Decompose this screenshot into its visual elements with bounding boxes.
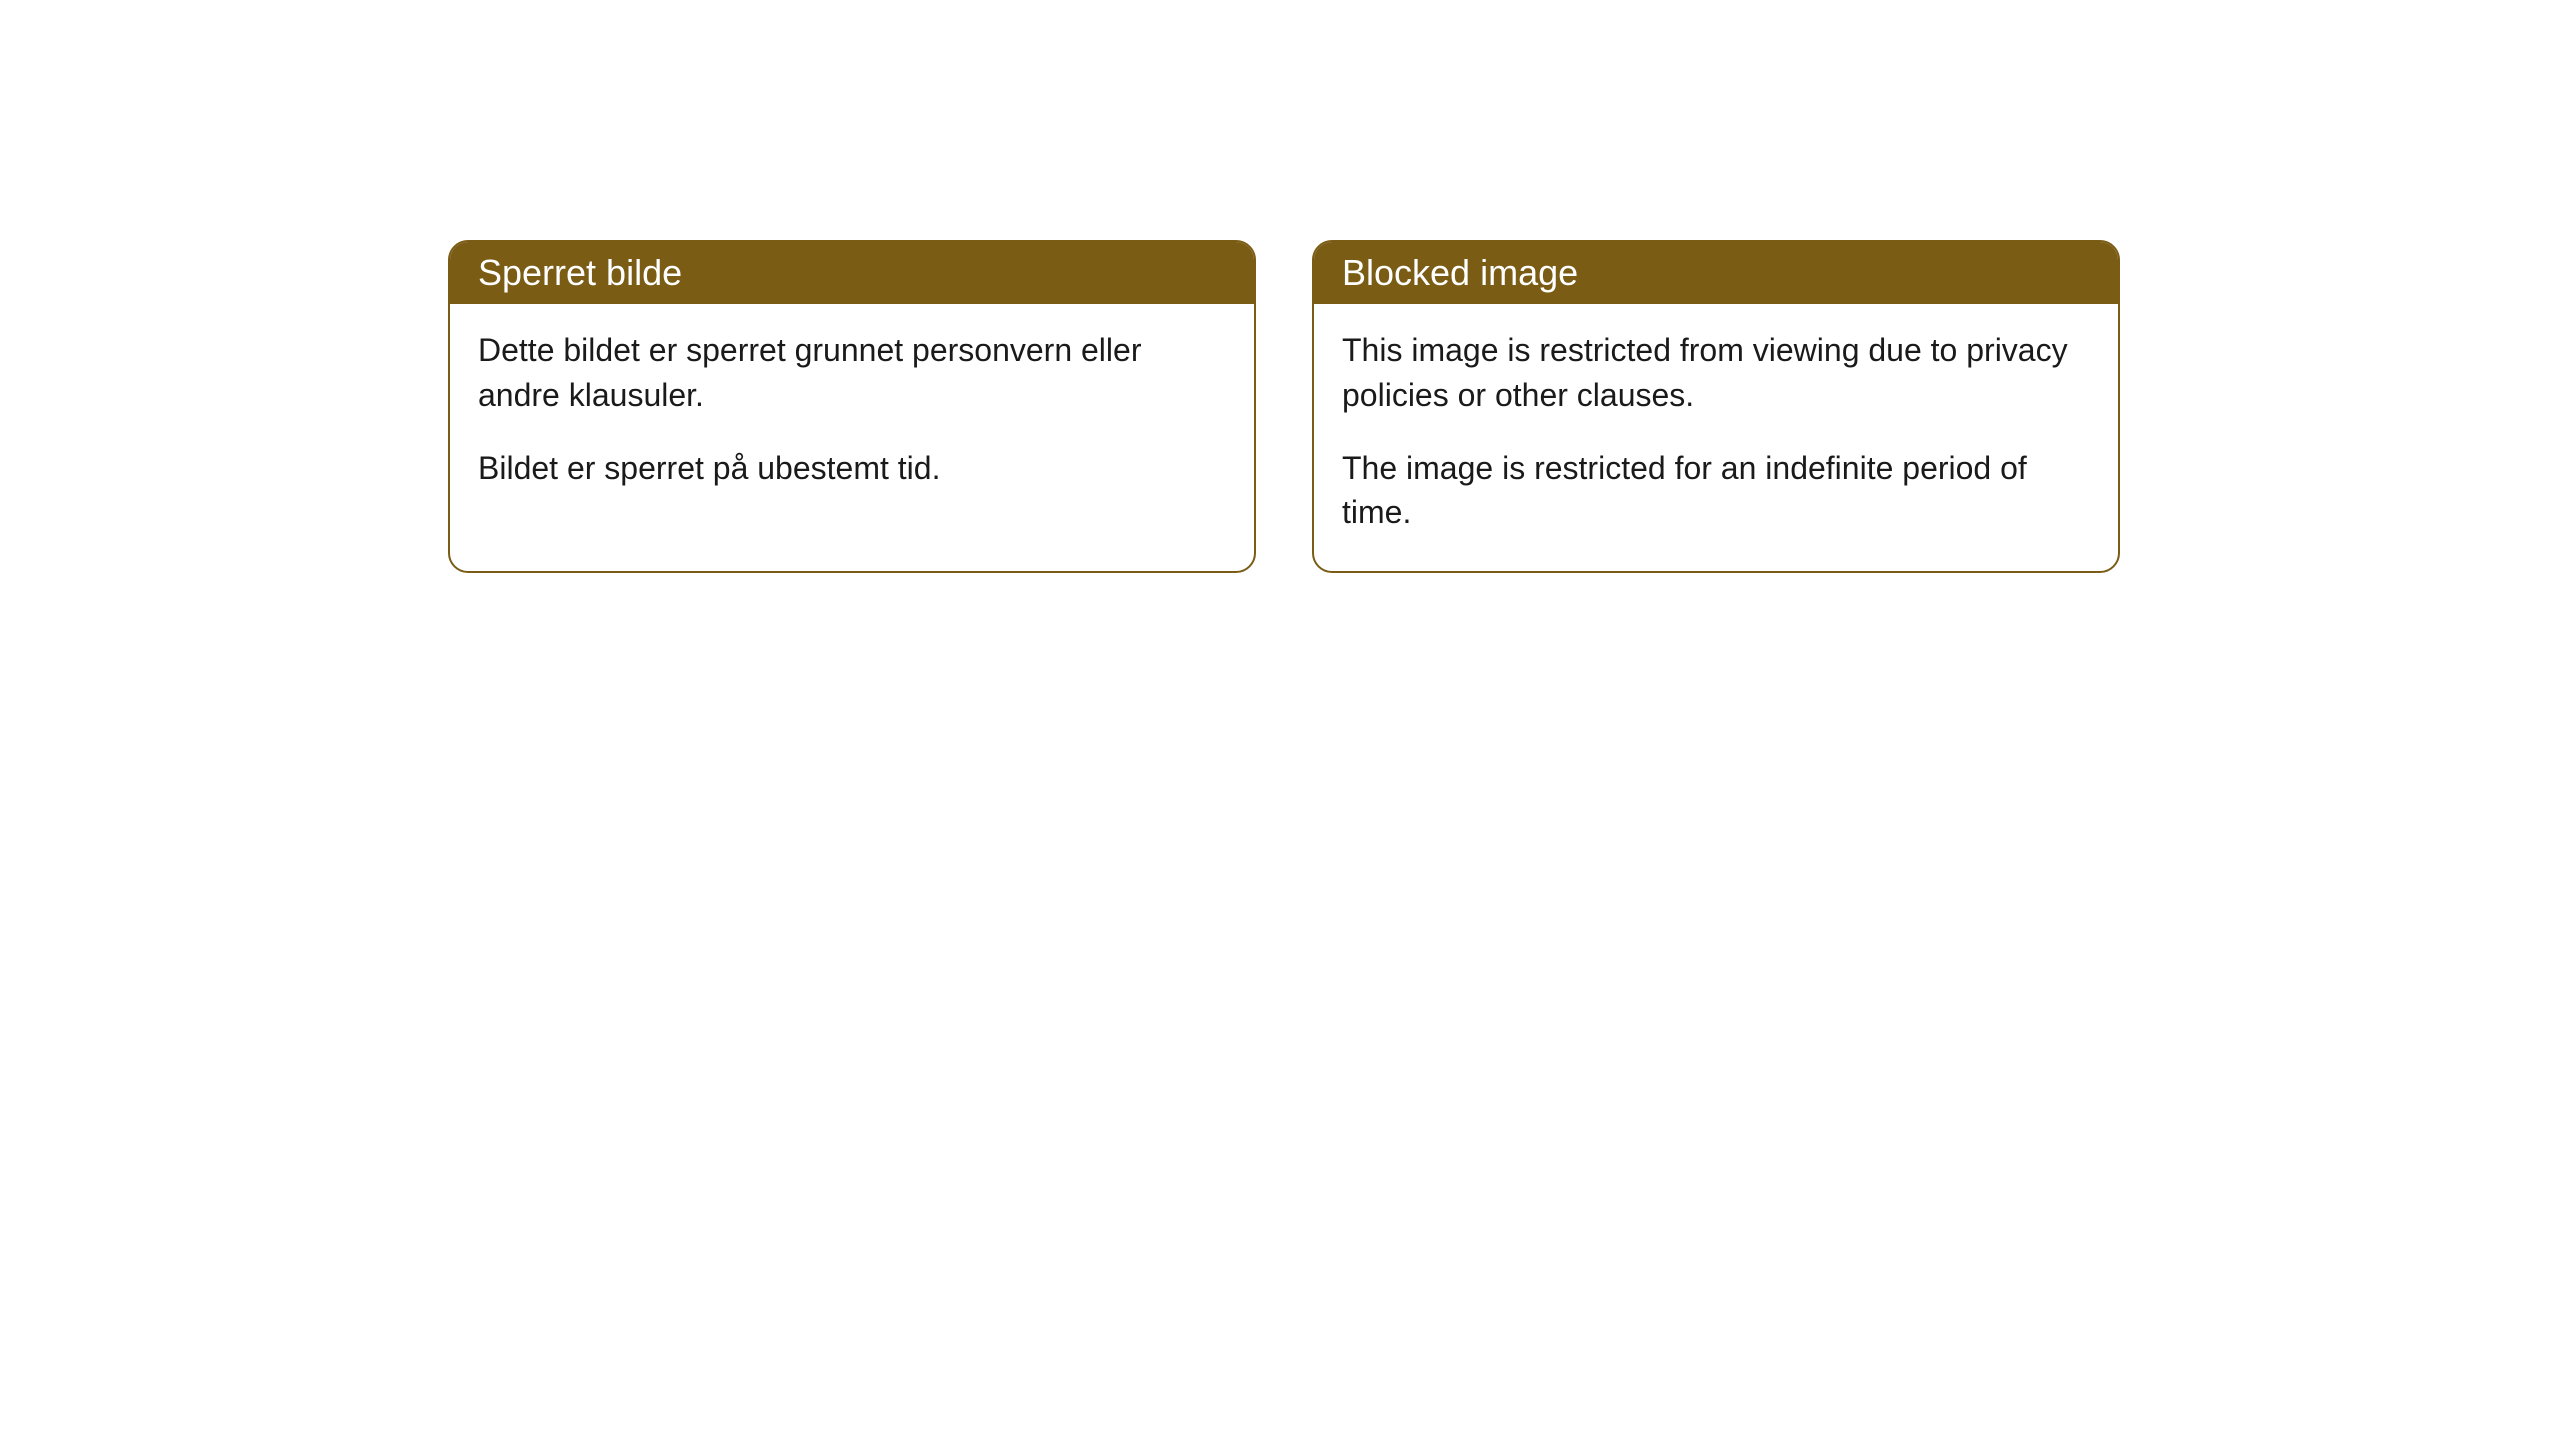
card-paragraph: This image is restricted from viewing du… xyxy=(1342,328,2090,418)
notice-card-english: Blocked image This image is restricted f… xyxy=(1312,240,2120,573)
card-paragraph: Dette bildet er sperret grunnet personve… xyxy=(478,328,1226,418)
card-header-english: Blocked image xyxy=(1314,242,2118,304)
card-title: Sperret bilde xyxy=(478,252,682,293)
card-title: Blocked image xyxy=(1342,252,1578,293)
card-body-english: This image is restricted from viewing du… xyxy=(1314,304,2118,571)
card-body-norwegian: Dette bildet er sperret grunnet personve… xyxy=(450,304,1254,526)
card-paragraph: Bildet er sperret på ubestemt tid. xyxy=(478,446,1226,491)
notice-card-norwegian: Sperret bilde Dette bildet er sperret gr… xyxy=(448,240,1256,573)
notice-cards-container: Sperret bilde Dette bildet er sperret gr… xyxy=(448,240,2120,573)
card-header-norwegian: Sperret bilde xyxy=(450,242,1254,304)
card-paragraph: The image is restricted for an indefinit… xyxy=(1342,446,2090,536)
